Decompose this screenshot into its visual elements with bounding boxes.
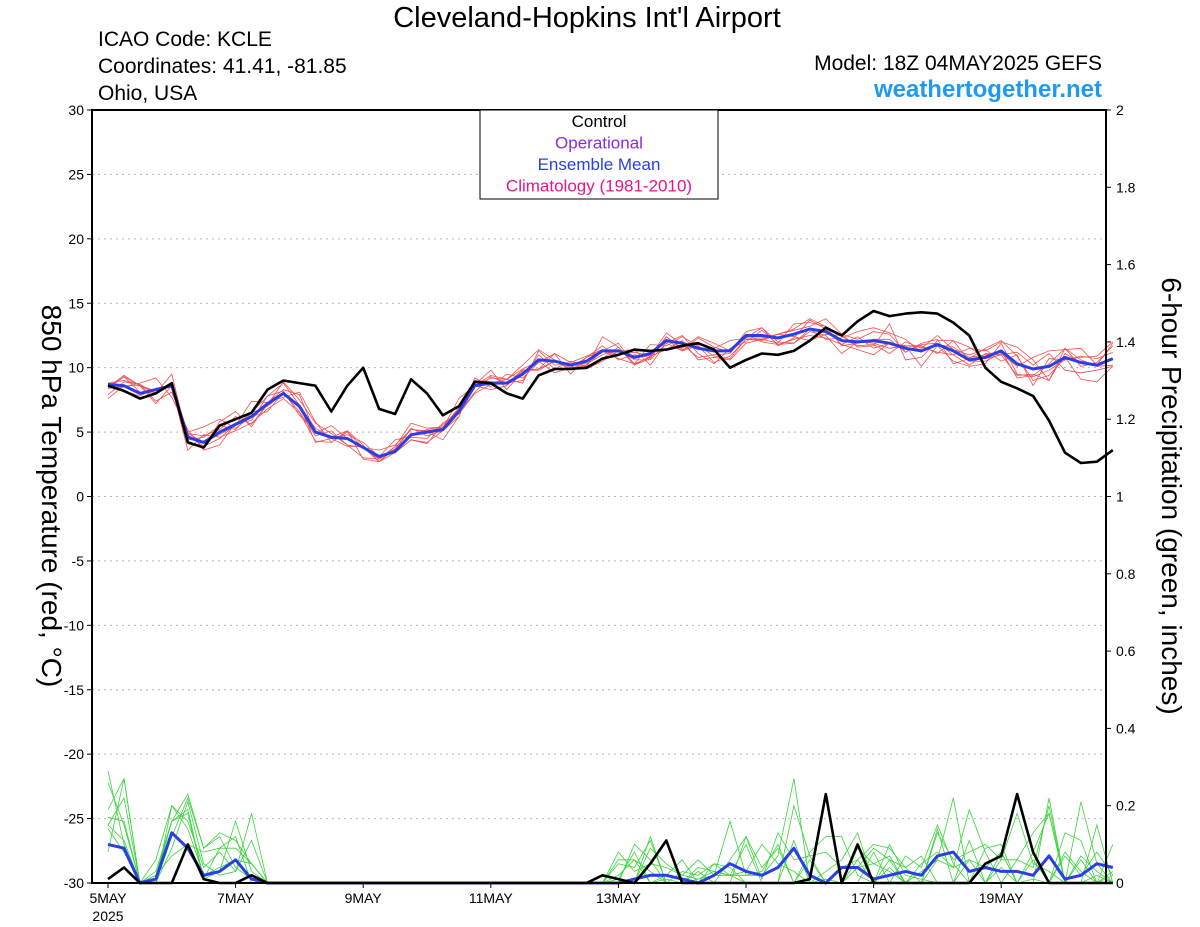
left-tick-label: 25	[68, 166, 84, 182]
legend: Control Operational Ensemble Mean Climatolo…	[479, 109, 719, 200]
right-tick-label: 2	[1116, 102, 1124, 118]
icao-code: ICAO Code: KCLE	[98, 28, 272, 51]
right-tick-label: 1.4	[1116, 334, 1136, 350]
legend-climatology: Climatology (1981-2010)	[506, 177, 692, 196]
model-run: Model: 18Z 04MAY2025 GEFS	[814, 52, 1102, 75]
x-tick-label: 17MAY	[851, 890, 897, 906]
right-tick-label: 1.2	[1116, 411, 1136, 427]
x-tick-label: 19MAY	[979, 890, 1025, 906]
x-tick-label: 9MAY	[345, 890, 383, 906]
plot-frame	[91, 109, 1107, 884]
right-tick-label: 0.2	[1116, 798, 1136, 814]
legend-control: Control	[572, 112, 627, 131]
x-year-label: 2025	[92, 908, 123, 924]
temperature-member-line	[107, 327, 1114, 463]
temperature-member-line	[107, 318, 1114, 460]
temperature-member-line	[107, 319, 1114, 460]
left-axis: 30 25 20 15 10 5 0 -5 -10 -15 -20 -25 -30	[64, 102, 92, 891]
region: Ohio, USA	[98, 82, 198, 105]
right-tick-label: 0.8	[1116, 566, 1136, 582]
left-tick-label: -15	[64, 682, 84, 698]
left-tick-label: 10	[68, 360, 84, 376]
x-tick-label: 5MAY	[89, 890, 127, 906]
left-tick-label: 30	[68, 102, 84, 118]
temperature-member-line	[107, 322, 1113, 458]
left-tick-label: -5	[72, 553, 85, 569]
right-tick-label: 1.8	[1116, 179, 1136, 195]
left-tick-label: 0	[76, 489, 84, 505]
x-axis: 5MAY 7MAY 9MAY 11MAY 13MAY 15MAY 17MAY 19MAY 202…	[89, 883, 1024, 924]
x-tick-label: 11MAY	[469, 890, 513, 906]
right-tick-label: 1	[1116, 489, 1124, 505]
legend-box	[479, 109, 719, 200]
right-axis: 2 1.8 1.6 1.4 1.2 1 0.8 0.6 0.4 0.2 0	[1106, 102, 1136, 891]
precipitation-member-line	[107, 778, 1114, 884]
x-tick-label: 13MAY	[596, 890, 642, 906]
right-tick-label: 0.6	[1116, 643, 1136, 659]
x-tick-label: 7MAY	[217, 890, 255, 906]
x-tick-label: 15MAY	[724, 890, 770, 906]
left-tick-label: -25	[64, 811, 84, 827]
grid-lines	[92, 173, 1106, 820]
precipitation-member-line	[107, 770, 1114, 884]
precipitation-members	[107, 770, 1114, 885]
left-tick-label: -10	[64, 617, 84, 633]
legend-operational: Operational	[555, 134, 643, 153]
site-link[interactable]: weathertogether.net	[873, 76, 1102, 103]
right-tick-label: 0	[1116, 875, 1124, 891]
left-tick-label: 15	[68, 295, 84, 311]
control-temperature-line	[107, 309, 1114, 465]
left-tick-label: 20	[68, 231, 84, 247]
ensemble-mean-precipitation-line	[107, 831, 1114, 885]
legend-ensemble-mean: Ensemble Mean	[538, 155, 661, 174]
left-tick-label: 5	[76, 424, 84, 440]
left-tick-label: -20	[64, 746, 84, 762]
temperature-member-line	[107, 323, 1113, 451]
temperature-member-line	[107, 318, 1113, 463]
right-tick-label: 0.4	[1116, 720, 1136, 736]
main-series	[107, 309, 1114, 885]
ensemble-mean-temperature-line	[107, 327, 1114, 459]
chart-title: Cleveland-Hopkins Int'l Airport	[393, 2, 781, 34]
y-axis-left-label: 850 hPa Temperature (red, °C)	[36, 305, 67, 688]
left-tick-label: -30	[64, 875, 84, 891]
y-axis-right-label: 6-hour Precipitation (green, inches)	[1156, 277, 1187, 714]
right-tick-label: 1.6	[1116, 257, 1136, 273]
temperature-members	[107, 318, 1114, 463]
coordinates: Coordinates: 41.41, -81.85	[98, 55, 347, 78]
